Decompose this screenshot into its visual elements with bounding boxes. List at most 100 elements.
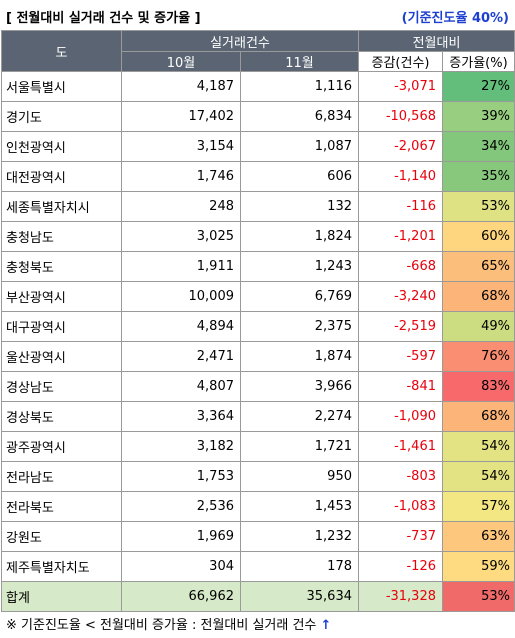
region-cell: 합계: [1, 581, 122, 612]
change-cell: -31,328: [358, 581, 443, 612]
oct-cell: 4,807: [121, 371, 241, 402]
rate-cell: 54%: [442, 431, 515, 462]
oct-cell: 10,009: [121, 281, 241, 312]
nov-cell: 178: [240, 551, 359, 582]
region-cell: 전라북도: [1, 491, 122, 522]
change-cell: -10,568: [358, 101, 443, 132]
region-cell: 대구광역시: [1, 311, 122, 342]
change-cell: -3,071: [358, 71, 443, 102]
change-cell: -1,461: [358, 431, 443, 462]
nov-cell: 1,232: [240, 521, 359, 552]
table-row: 강원도 1,969 1,232 -737 63%: [1, 521, 515, 552]
nov-cell: 3,966: [240, 371, 359, 402]
rate-cell: 34%: [442, 131, 515, 162]
nov-cell: 1,116: [240, 71, 359, 102]
table-row: 경상남도 4,807 3,966 -841 83%: [1, 371, 515, 402]
nov-cell: 35,634: [240, 581, 359, 612]
region-cell: 경상북도: [1, 401, 122, 432]
transactions-group-header: 실거래건수: [121, 30, 359, 52]
up-arrow-icon: ↑: [320, 618, 332, 633]
table-row: 충청남도 3,025 1,824 -1,201 60%: [1, 221, 515, 252]
nov-cell: 1,243: [240, 251, 359, 282]
nov-cell: 1,453: [240, 491, 359, 522]
oct-cell: 3,364: [121, 401, 241, 432]
rate-cell: 49%: [442, 311, 515, 342]
footer-text: ※ 기준진도율 < 전월대비 증가율 : 전월대비 실거래 건수: [6, 618, 317, 633]
table-row: 부산광역시 10,009 6,769 -3,240 68%: [1, 281, 515, 312]
oct-cell: 66,962: [121, 581, 241, 612]
rate-header: 증가율(%): [442, 51, 515, 72]
nov-cell: 950: [240, 461, 359, 492]
progress-note: (기준진도율 40%): [401, 11, 509, 26]
region-cell: 경상남도: [1, 371, 122, 402]
rate-cell: 54%: [442, 461, 515, 492]
mom-group-header: 전월대비: [358, 30, 515, 52]
nov-cell: 2,375: [240, 311, 359, 342]
table-row: 세종특별자치시 248 132 -116 53%: [1, 191, 515, 222]
oct-cell: 1,911: [121, 251, 241, 282]
table-row: 인천광역시 3,154 1,087 -2,067 34%: [1, 131, 515, 162]
nov-cell: 606: [240, 161, 359, 192]
change-cell: -2,519: [358, 311, 443, 342]
oct-cell: 2,536: [121, 491, 241, 522]
table-row: 전라북도 2,536 1,453 -1,083 57%: [1, 491, 515, 522]
table-row: 서울특별시 4,187 1,116 -3,071 27%: [1, 71, 515, 102]
nov-cell: 2,274: [240, 401, 359, 432]
change-cell: -1,083: [358, 491, 443, 522]
rate-cell: 68%: [442, 401, 515, 432]
page-title: [ 전월대비 실거래 건수 및 증가율 ]: [6, 11, 201, 26]
rate-cell: 35%: [442, 161, 515, 192]
oct-cell: 3,025: [121, 221, 241, 252]
footer-note: ※ 기준진도율 < 전월대비 증가율 : 전월대비 실거래 건수 ↑: [6, 614, 331, 633]
table-row: 충청북도 1,911 1,243 -668 65%: [1, 251, 515, 282]
table-row: 광주광역시 3,182 1,721 -1,461 54%: [1, 431, 515, 462]
nov-cell: 6,834: [240, 101, 359, 132]
region-cell: 충청남도: [1, 221, 122, 252]
nov-cell: 6,769: [240, 281, 359, 312]
change-cell: -126: [358, 551, 443, 582]
region-header: 도: [1, 30, 122, 72]
rate-cell: 53%: [442, 581, 515, 612]
oct-cell: 1,753: [121, 461, 241, 492]
oct-cell: 248: [121, 191, 241, 222]
oct-cell: 17,402: [121, 101, 241, 132]
region-cell: 제주특별자치도: [1, 551, 122, 582]
region-cell: 인천광역시: [1, 131, 122, 162]
region-cell: 세종특별자치시: [1, 191, 122, 222]
rate-cell: 39%: [442, 101, 515, 132]
change-cell: -1,140: [358, 161, 443, 192]
change-cell: -1,090: [358, 401, 443, 432]
region-cell: 전라남도: [1, 461, 122, 492]
oct-cell: 1,969: [121, 521, 241, 552]
table-row: 대전광역시 1,746 606 -1,140 35%: [1, 161, 515, 192]
nov-cell: 132: [240, 191, 359, 222]
rate-cell: 27%: [442, 71, 515, 102]
change-cell: -841: [358, 371, 443, 402]
oct-cell: 3,154: [121, 131, 241, 162]
transactions-table: 도 실거래건수 전월대비 10월 11월 증감(건수) 증가율(%) 서울특별시…: [1, 30, 515, 612]
change-cell: -1,201: [358, 221, 443, 252]
table-row: 울산광역시 2,471 1,874 -597 76%: [1, 341, 515, 372]
oct-cell: 3,182: [121, 431, 241, 462]
total-row: 합계 66,962 35,634 -31,328 53%: [1, 581, 515, 612]
region-cell: 경기도: [1, 101, 122, 132]
table-row: 경기도 17,402 6,834 -10,568 39%: [1, 101, 515, 132]
oct-cell: 4,187: [121, 71, 241, 102]
title-bar: [ 전월대비 실거래 건수 및 증가율 ] (기준진도율 40%): [0, 0, 515, 30]
rate-cell: 57%: [442, 491, 515, 522]
rate-cell: 83%: [442, 371, 515, 402]
rate-cell: 65%: [442, 251, 515, 282]
change-cell: -803: [358, 461, 443, 492]
table-row: 제주특별자치도 304 178 -126 59%: [1, 551, 515, 582]
region-cell: 울산광역시: [1, 341, 122, 372]
nov-cell: 1,721: [240, 431, 359, 462]
oct-header: 10월: [121, 51, 241, 72]
change-header: 증감(건수): [358, 51, 443, 72]
nov-header: 11월: [240, 51, 359, 72]
oct-cell: 4,894: [121, 311, 241, 342]
table-body: 서울특별시 4,187 1,116 -3,071 27% 경기도 17,402 6,834 -1…: [1, 71, 515, 612]
nov-cell: 1,087: [240, 131, 359, 162]
table-row: 대구광역시 4,894 2,375 -2,519 49%: [1, 311, 515, 342]
region-cell: 부산광역시: [1, 281, 122, 312]
rate-cell: 68%: [442, 281, 515, 312]
